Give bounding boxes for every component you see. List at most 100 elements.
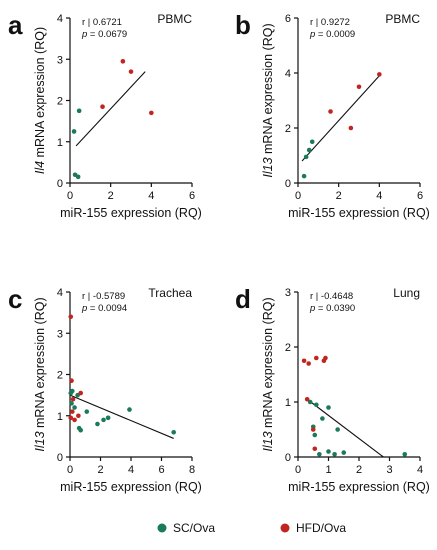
data-point-sc — [341, 450, 347, 455]
data-point-hfd — [149, 110, 154, 116]
stat-p-value: = 0.0679 — [87, 29, 127, 40]
stat-p: p = 0.0094 — [81, 303, 127, 314]
data-point-sc — [69, 388, 75, 394]
x-axis-label: miR-155 expression (RQ) — [60, 206, 202, 220]
data-point-hfd — [356, 84, 362, 90]
x-tick-label: 4 — [376, 190, 382, 202]
chart-panel-d: d 0 1 2 3 4 0 1 2 3 miR-155 expression (RQ) Il13 mR… — [235, 284, 430, 494]
data-point-sc — [307, 399, 313, 405]
x-tick-label: 2 — [336, 190, 342, 202]
y-tick-label: 2 — [57, 370, 63, 382]
x-tick-label: 0 — [67, 464, 73, 476]
data-point-hfd — [301, 358, 307, 364]
data-point-sc — [105, 415, 111, 421]
y-tick-label: 0 — [57, 178, 63, 190]
y-tick-label: 0 — [285, 178, 291, 190]
regression-line — [75, 71, 146, 147]
data-point-hfd — [78, 390, 83, 396]
data-point-hfd — [100, 104, 105, 109]
regression-line — [301, 75, 380, 162]
chart-panel-b: b 0 2 4 6 0 2 4 6 miR-155 expression (RQ) Il13 mRN… — [235, 10, 430, 220]
x-tick-label: 3 — [386, 464, 392, 476]
y-tick-label: 6 — [285, 13, 291, 25]
x-tick-label: 0 — [295, 190, 301, 202]
stat-p-value: = 0.0009 — [315, 29, 355, 40]
stat-p: p = 0.0009 — [309, 29, 355, 40]
y-axis-gene: Il13 — [261, 431, 275, 451]
data-point-hfd — [128, 69, 134, 74]
data-point-sc — [171, 429, 176, 435]
data-point-hfd — [68, 415, 74, 421]
data-point-sc — [303, 154, 309, 160]
data-point-hfd — [68, 314, 74, 320]
tissue-label: Trachea — [148, 286, 192, 300]
data-point-hfd — [323, 355, 328, 361]
y-axis-label-rest: mRNA expression (RQ) — [33, 297, 47, 431]
data-point-sc — [72, 405, 77, 410]
y-tick-label: 1 — [57, 411, 63, 423]
data-point-sc — [312, 432, 318, 438]
panel-letter: a — [8, 10, 23, 40]
stat-p-value: = 0.0094 — [87, 303, 127, 314]
y-axis-label: Il13 mRNA expression (RQ) — [261, 23, 275, 177]
legend-swatch — [280, 523, 290, 533]
tissue-label: Lung — [393, 286, 420, 300]
legend-swatch — [157, 523, 167, 533]
stat-p: p = 0.0390 — [309, 303, 355, 314]
y-tick-label: 3 — [57, 328, 63, 340]
y-tick-label: 4 — [285, 68, 291, 80]
data-point-sc — [326, 449, 331, 454]
tissue-label: PBMC — [385, 12, 420, 26]
y-tick-label: 0 — [57, 452, 63, 464]
y-axis-gene: Il13 — [33, 431, 47, 451]
x-tick-label: 4 — [148, 190, 154, 202]
y-axis-label-rest: mRNA expression (RQ) — [261, 23, 275, 157]
x-tick-label: 6 — [417, 190, 423, 202]
data-point-hfd — [314, 355, 319, 361]
data-point-hfd — [310, 427, 316, 432]
y-axis-label: Il4 mRNA expression (RQ) — [33, 27, 47, 174]
data-point-hfd — [306, 361, 311, 366]
panel-letter: d — [235, 284, 251, 314]
x-tick-label: 0 — [67, 190, 73, 202]
x-tick-label: 2 — [108, 190, 114, 202]
data-point-sc — [332, 451, 337, 457]
data-point-hfd — [377, 72, 382, 77]
data-point-sc — [84, 409, 90, 414]
x-tick-label: 4 — [417, 464, 423, 476]
data-point-sc — [317, 451, 322, 457]
x-tick-label: 0 — [295, 464, 301, 476]
data-point-sc — [71, 129, 77, 134]
stat-r: r | -0.4648 — [310, 291, 353, 302]
data-point-sc — [306, 147, 312, 153]
data-point-hfd — [76, 413, 81, 419]
data-point-sc — [320, 416, 325, 421]
x-tick-label: 2 — [97, 464, 103, 476]
y-tick-label: 1 — [57, 137, 63, 149]
data-point-sc — [76, 108, 82, 114]
stat-p: p = 0.0679 — [81, 29, 127, 40]
legend-label: HFD/Ova — [296, 521, 346, 535]
stat-p-value: = 0.0390 — [315, 303, 355, 314]
y-tick-label: 1 — [285, 397, 291, 409]
data-point-sc — [301, 173, 307, 179]
y-axis-gene: Il13 — [261, 157, 275, 177]
y-tick-label: 2 — [285, 123, 291, 135]
data-point-hfd — [348, 125, 354, 131]
chart-panel-c: c 0 2 4 6 8 0 1 2 3 4 miR-155 expression (RQ) Il13 m… — [8, 284, 202, 494]
x-tick-label: 1 — [325, 464, 331, 476]
y-tick-label: 2 — [57, 96, 63, 108]
x-axis-label: miR-155 expression (RQ) — [288, 206, 430, 220]
y-tick-label: 4 — [57, 13, 63, 25]
y-axis-label-rest: mRNA expression (RQ) — [33, 27, 47, 161]
regression-line — [306, 398, 384, 458]
x-tick-label: 2 — [356, 464, 362, 476]
stat-p-symbol: p — [309, 303, 315, 314]
data-point-sc — [402, 451, 408, 457]
panel-letter: c — [8, 284, 22, 314]
data-point-sc — [95, 421, 100, 427]
y-axis-label: Il13 mRNA expression (RQ) — [261, 297, 275, 451]
data-point-sc — [101, 417, 106, 423]
data-point-sc — [314, 402, 319, 408]
